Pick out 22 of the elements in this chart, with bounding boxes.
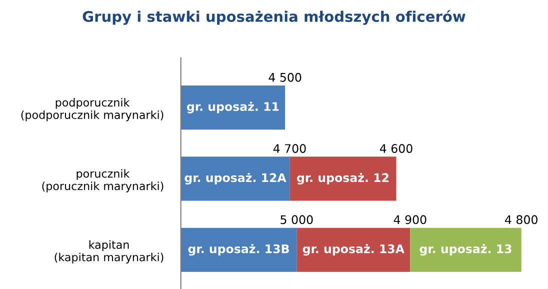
bar [180, 228, 297, 272]
y-tick-label: kapitan (kapitan marynarki) [54, 240, 164, 264]
y-tick-label: porucznik (porucznik marynarki) [42, 169, 164, 192]
annotation: gr. uposaż. 13A [302, 244, 404, 256]
bar [410, 228, 522, 272]
annotation: gr. uposaż. 13B [188, 244, 289, 256]
annotation: gr. uposaż. 11 [186, 102, 279, 114]
data-label: 4 600 [380, 144, 412, 153]
data-label: 4 900 [394, 215, 426, 224]
y-tick-label: podporucznik (podporucznik marynarki) [21, 98, 164, 122]
data-label: 4 700 [273, 144, 306, 153]
data-label: 4 800 [505, 215, 538, 224]
data-label: 5 000 [280, 215, 313, 224]
annotation: gr. uposaż. 13 [420, 244, 512, 256]
bar [290, 156, 396, 201]
bar [296, 228, 410, 272]
bar [180, 86, 286, 130]
annotation: gr. uposaż. 12 [297, 172, 388, 184]
data-label: 4 500 [268, 72, 302, 82]
bar [180, 156, 290, 201]
chart-title: Grupy i stawki uposażenia młodszych oficerów [82, 10, 466, 25]
annotation: gr. uposaż. 12A [184, 172, 286, 184]
